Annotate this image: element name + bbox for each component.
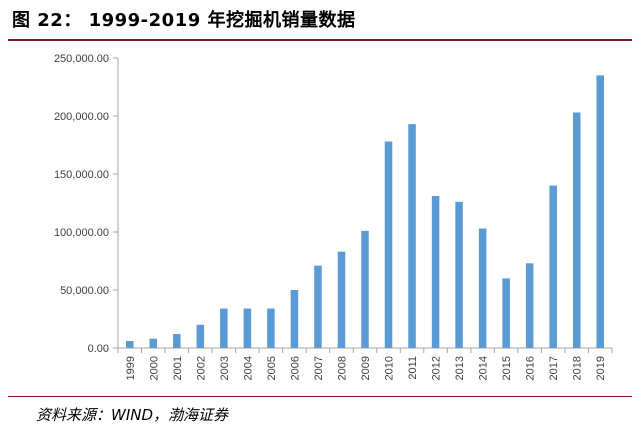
bar [220, 308, 228, 348]
bar [549, 185, 557, 348]
x-tick-label: 2006 [289, 356, 301, 380]
x-tick-label: 1999 [125, 356, 137, 380]
bar [149, 338, 158, 348]
y-tick-label: 100,000.00 [54, 227, 109, 239]
x-tick-label: 2018 [572, 356, 584, 380]
x-axis: 1999 2000 2001 2002 2003 2004 2005 2006 2007 2008… [117, 347, 613, 380]
bar [196, 324, 205, 348]
x-tick-label: 2008 [336, 356, 348, 380]
x-tick-label: 2016 [525, 356, 537, 380]
y-tick-label: 50,000.00 [60, 285, 109, 297]
x-tick-label: 2014 [478, 356, 490, 380]
bar [502, 278, 510, 348]
x-tick-label: 2009 [360, 356, 372, 380]
x-tick-label: 2019 [595, 356, 607, 380]
y-tick-label: 0.00 [88, 343, 109, 355]
bar-series [125, 75, 605, 349]
bar [408, 124, 416, 349]
y-tick-label: 250,000.00 [54, 53, 109, 65]
x-tick-label: 2000 [148, 356, 160, 380]
bar [314, 265, 322, 348]
y-axis: 0.00 50,000.00 100,000.00 150,000.00 200,000… [54, 53, 119, 355]
x-tick-label: 2013 [454, 356, 466, 380]
y-tick-label: 150,000.00 [54, 169, 109, 181]
bar [455, 201, 463, 348]
x-tick-label: 2005 [266, 356, 278, 380]
title-underline [8, 39, 632, 41]
y-tick-label: 200,000.00 [54, 111, 109, 123]
bar [361, 230, 369, 348]
x-tick-label: 2017 [548, 356, 560, 380]
x-tick-label: 2015 [501, 356, 513, 380]
bar [596, 75, 605, 349]
x-tick-label: 2002 [195, 356, 207, 380]
figure-title: 图 22： 1999-2019 年挖掘机销量数据 [12, 10, 356, 31]
bar [243, 308, 252, 348]
bar [267, 308, 275, 348]
bar [337, 251, 346, 348]
x-tick-label: 2010 [384, 356, 396, 380]
x-tick-label: 2001 [172, 356, 184, 380]
bar [290, 290, 299, 348]
x-tick-label: 2007 [313, 356, 325, 380]
x-tick-label: 2004 [242, 356, 254, 380]
source-note: 资料来源：WIND，渤海证券 [36, 406, 229, 424]
x-tick-label: 2012 [431, 356, 443, 380]
x-tick-label: 2011 [407, 356, 419, 380]
bar [478, 228, 487, 348]
bar [384, 141, 393, 348]
source-divider [8, 396, 632, 397]
bar [125, 341, 134, 348]
bar [431, 196, 440, 348]
bar [525, 263, 534, 348]
bar [572, 112, 581, 349]
bar [173, 334, 181, 348]
x-tick-label: 2003 [219, 356, 231, 380]
